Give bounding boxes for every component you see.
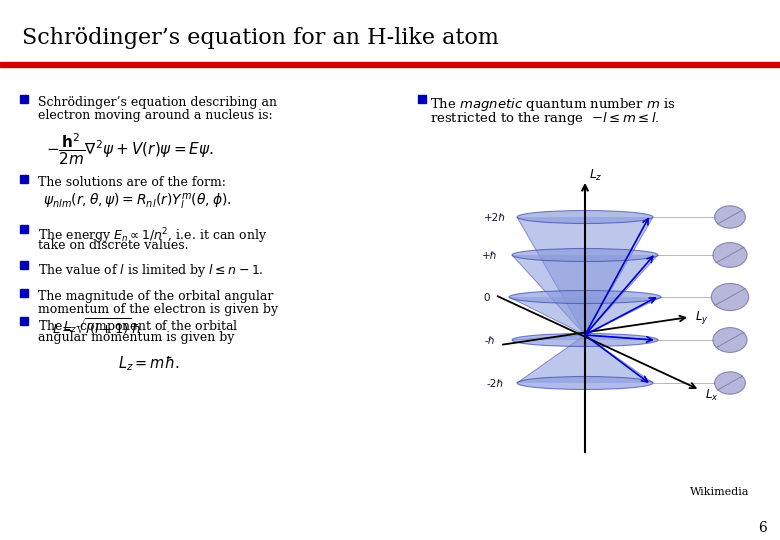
Bar [20,95,28,103]
Text: angular momentum is given by: angular momentum is given by [38,331,235,344]
Text: Schrödinger’s equation describing an: Schrödinger’s equation describing an [38,96,277,109]
Text: +2ℏ: +2ℏ [484,213,506,223]
Ellipse shape [512,248,658,261]
Text: electron moving around a nucleus is:: electron moving around a nucleus is: [38,109,273,122]
Bar [20,261,28,269]
Ellipse shape [517,211,653,224]
Ellipse shape [517,376,653,389]
Ellipse shape [512,334,658,347]
Bar [20,175,28,183]
Text: Wikimedia: Wikimedia [690,487,750,497]
Text: $\psi_{nlm}(r,\theta,\psi) = R_{nl}(r)Y_l^m(\theta,\phi).$: $\psi_{nlm}(r,\theta,\psi) = R_{nl}(r)Y_… [43,192,232,212]
Polygon shape [512,335,658,340]
Text: 0: 0 [484,293,491,303]
Text: restricted to the range  $-l \leq m \leq l.$: restricted to the range $-l \leq m \leq … [430,110,660,127]
Polygon shape [509,297,661,335]
Text: $L_z$: $L_z$ [589,167,603,183]
Text: take on discrete values.: take on discrete values. [38,239,189,252]
Text: 6: 6 [758,521,767,535]
Ellipse shape [509,291,661,303]
Text: -2ℏ: -2ℏ [487,379,504,389]
Text: -ℏ: -ℏ [485,336,495,346]
Text: momentum of the electron is given by: momentum of the electron is given by [38,303,278,316]
Polygon shape [517,335,653,383]
Text: The $\mathit{magnetic}$ quantum number $m$ is: The $\mathit{magnetic}$ quantum number $… [430,96,675,113]
Ellipse shape [711,284,749,310]
Text: Schrödinger’s equation for an H-like atom: Schrödinger’s equation for an H-like ato… [22,27,499,49]
Text: $L = \sqrt{l(l+1)}\,\hbar$: $L = \sqrt{l(l+1)}\,\hbar$ [52,316,142,337]
Text: The value of $l$ is limited by $l \leq n-1$.: The value of $l$ is limited by $l \leq n… [38,262,264,279]
Ellipse shape [713,328,747,353]
Bar [20,317,28,325]
Polygon shape [517,217,653,335]
Text: The$\,L_z$-component of the orbital: The$\,L_z$-component of the orbital [38,318,239,335]
Bar [20,289,28,297]
Polygon shape [512,255,658,335]
Text: +ℏ: +ℏ [482,251,498,261]
Text: The solutions are of the form:: The solutions are of the form: [38,176,226,189]
Ellipse shape [713,242,747,267]
Text: $-\dfrac{\mathbf{h}^2}{2m}\nabla^2\psi + V(r)\psi = E\psi.$: $-\dfrac{\mathbf{h}^2}{2m}\nabla^2\psi +… [46,132,214,167]
Bar [418,95,426,103]
Ellipse shape [714,206,746,228]
Text: $L_z = m\hbar.$: $L_z = m\hbar.$ [118,354,179,373]
Ellipse shape [714,372,746,394]
Text: $L_y$: $L_y$ [695,308,708,326]
Bar [20,225,28,233]
Bar [0,62,780,67]
Text: $L_x$: $L_x$ [705,388,718,402]
Text: The energy $E_n \propto 1/n^2$, i.e. it can only: The energy $E_n \propto 1/n^2$, i.e. it … [38,226,267,246]
Text: The magnitude of the orbital angular: The magnitude of the orbital angular [38,290,273,303]
